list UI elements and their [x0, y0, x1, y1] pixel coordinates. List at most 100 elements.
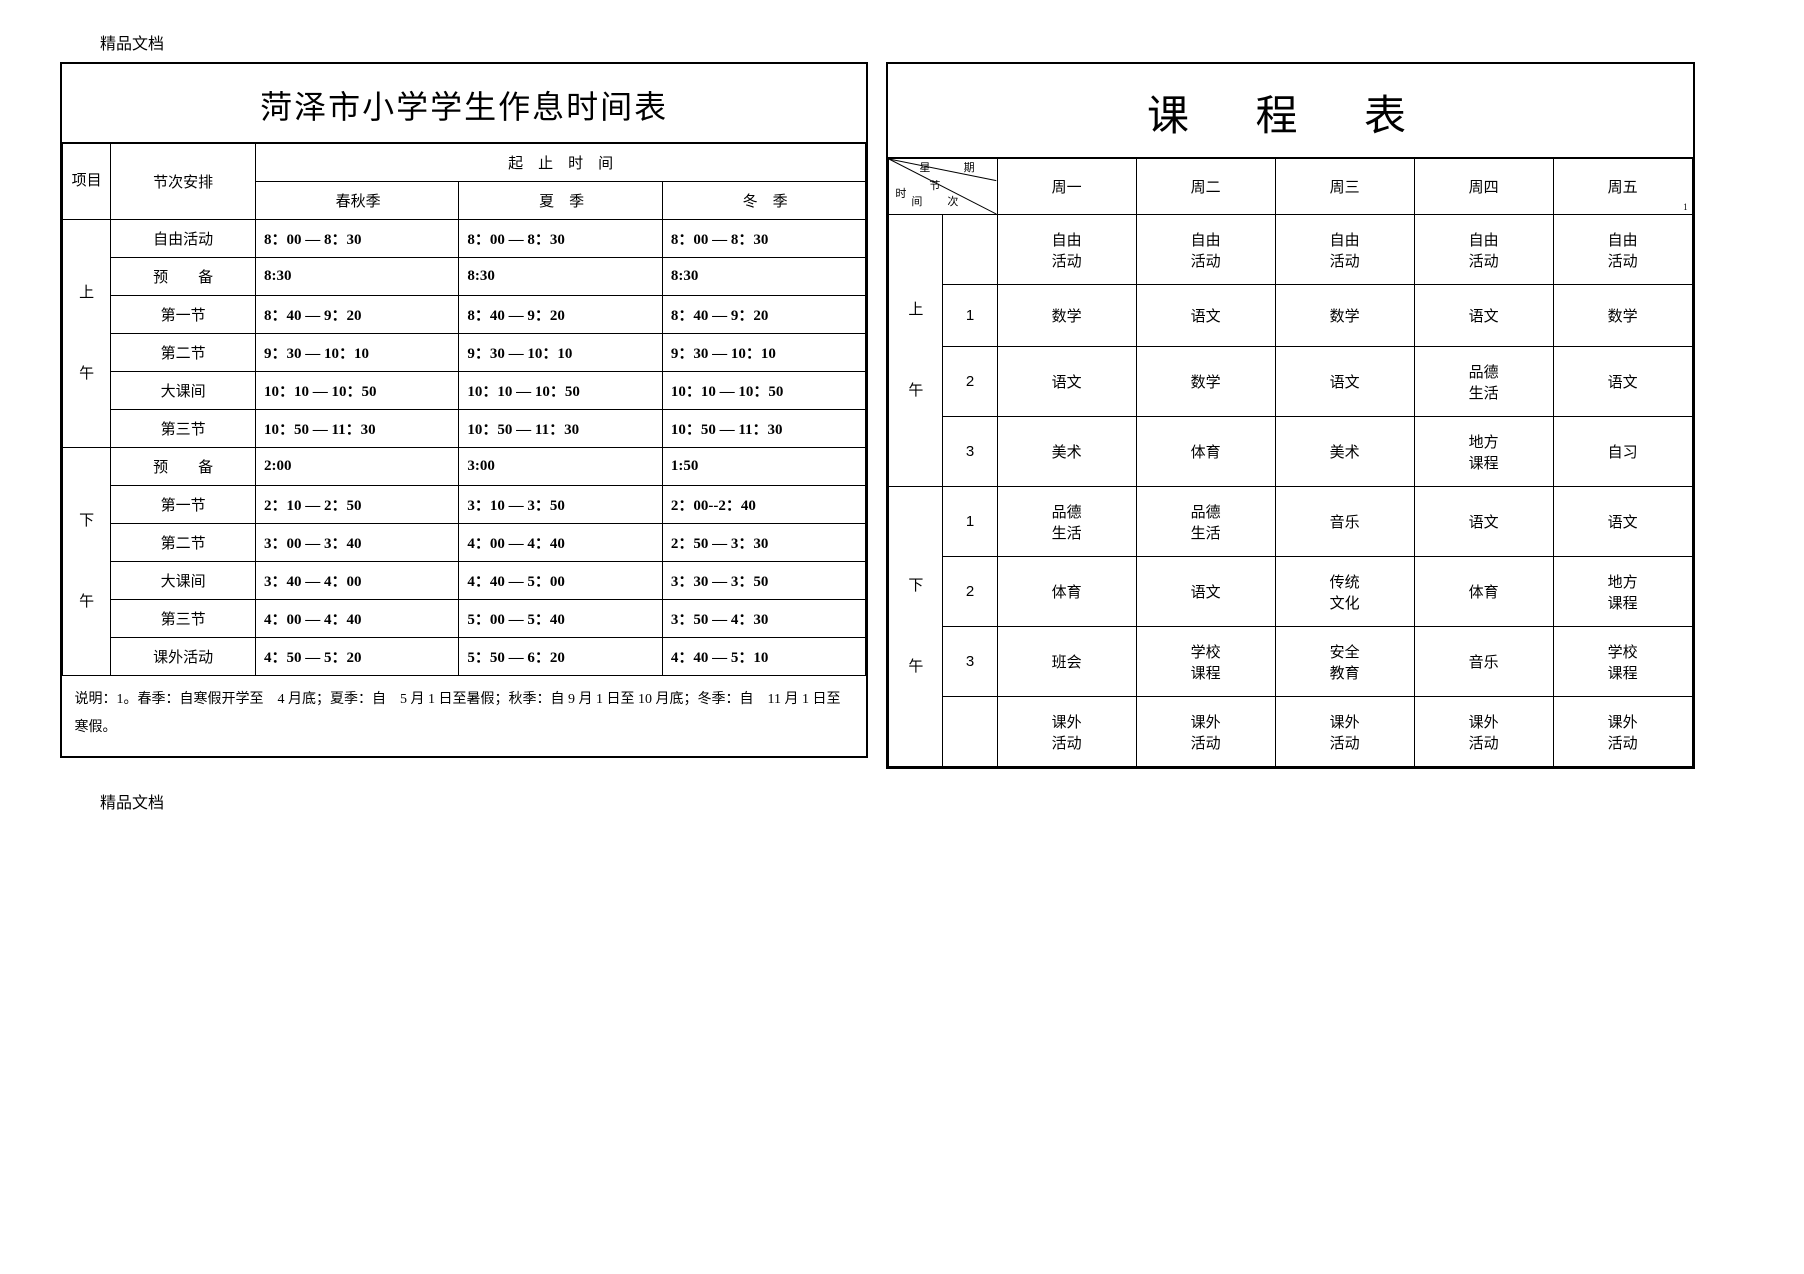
subject-cell: 数学	[1136, 347, 1275, 417]
period-label: 第二节	[111, 524, 256, 562]
period-label: 第三节	[111, 410, 256, 448]
header-season-2: 冬 季	[662, 182, 865, 220]
header-item: 项目	[63, 144, 111, 220]
period-label: 预 备	[111, 448, 256, 486]
subject-cell: 语文	[1553, 487, 1692, 557]
time-cell: 3:00	[459, 448, 662, 486]
time-cell: 4：00 — 4：40	[459, 524, 662, 562]
subject-cell: 音乐	[1414, 627, 1553, 697]
tiny-one: 1	[1683, 202, 1688, 212]
subject-cell: 体育	[1414, 557, 1553, 627]
subject-cell: 自由活动	[1414, 215, 1553, 285]
period-number: 1	[943, 487, 997, 557]
period-number: 2	[943, 557, 997, 627]
time-cell: 3：40 — 4：00	[255, 562, 458, 600]
time-cell: 8：40 — 9：20	[255, 296, 458, 334]
subject-cell: 班会	[997, 627, 1136, 697]
schedule-title-bar: 菏泽市小学学生作息时间表	[62, 64, 866, 143]
subject-cell: 学校课程	[1553, 627, 1692, 697]
subject-cell: 课外活动	[1553, 697, 1692, 767]
schedule-table: 项目 节次安排 起 止 时 间 春秋季 夏 季 冬 季 上午自由活动8：00 —…	[62, 143, 866, 756]
table-row: 3班会学校课程安全教育音乐学校课程	[889, 627, 1692, 697]
period-label: 第三节	[111, 600, 256, 638]
time-cell: 10：10 — 10：50	[662, 372, 865, 410]
subject-cell: 自由活动	[997, 215, 1136, 285]
subject-cell: 语文	[997, 347, 1136, 417]
table-row: 课外活动4：50 — 5：205：50 — 6：204：40 — 5：10	[63, 638, 866, 676]
table-row: 下午1品德生活品德生活音乐语文语文	[889, 487, 1692, 557]
table-row: 上午自由活动8：00 — 8：308：00 — 8：308：00 — 8：30	[63, 220, 866, 258]
doc-label-bottom: 精品文档	[100, 789, 1744, 813]
time-cell: 10：50 — 11：30	[255, 410, 458, 448]
day-2: 周三	[1275, 159, 1414, 215]
time-cell: 9：30 — 10：10	[255, 334, 458, 372]
period-label: 预 备	[111, 258, 256, 296]
time-cell: 8:30	[459, 258, 662, 296]
period-label: 大课间	[111, 372, 256, 410]
time-cell: 3：10 — 3：50	[459, 486, 662, 524]
header-season-0: 春秋季	[255, 182, 458, 220]
table-row: 第二节3：00 — 3：404：00 — 4：402：50 — 3：30	[63, 524, 866, 562]
header-season-1: 夏 季	[459, 182, 662, 220]
period-label: 第一节	[111, 486, 256, 524]
table-row: 预 备8:308:308:30	[63, 258, 866, 296]
subject-cell: 数学	[1275, 285, 1414, 347]
header-arrangement: 节次安排	[111, 144, 256, 220]
timetable-title: 课 程 表	[888, 82, 1692, 143]
subject-cell: 传统文化	[1275, 557, 1414, 627]
subject-cell: 美术	[997, 417, 1136, 487]
diag-week-2: 期	[964, 163, 975, 174]
subject-cell: 品德生活	[1414, 347, 1553, 417]
subject-cell: 美术	[1275, 417, 1414, 487]
subject-cell: 语文	[1414, 285, 1553, 347]
diag-period-2: 次	[947, 197, 958, 208]
table-row: 第一节2：10 — 2：503：10 — 3：502：00--2：40	[63, 486, 866, 524]
subject-cell: 语文	[1136, 557, 1275, 627]
subject-cell: 音乐	[1275, 487, 1414, 557]
time-cell: 2：10 — 2：50	[255, 486, 458, 524]
subject-cell: 语文	[1136, 285, 1275, 347]
header-timespan: 起 止 时 间	[255, 144, 865, 182]
time-cell: 8：40 — 9：20	[662, 296, 865, 334]
period-label: 课外活动	[111, 638, 256, 676]
period-number: 3	[943, 417, 997, 487]
subject-cell: 学校课程	[1136, 627, 1275, 697]
table-row: 第三节10：50 — 11：3010：50 — 11：3010：50 — 11：…	[63, 410, 866, 448]
period-label: 自由活动	[111, 220, 256, 258]
diagonal-header: 星 期 节 次 时 间	[889, 159, 997, 215]
time-cell: 5：00 — 5：40	[459, 600, 662, 638]
day-0: 周一	[997, 159, 1136, 215]
time-cell: 5：50 — 6：20	[459, 638, 662, 676]
subject-cell: 安全教育	[1275, 627, 1414, 697]
timetable-header-row: 星 期 节 次 时 间 周一 周二 周三 周四 周五 1	[889, 159, 1692, 215]
subject-cell: 体育	[1136, 417, 1275, 487]
time-cell: 3：50 — 4：30	[662, 600, 865, 638]
subject-cell: 品德生活	[997, 487, 1136, 557]
time-cell: 4：00 — 4：40	[255, 600, 458, 638]
time-cell: 3：00 — 3：40	[255, 524, 458, 562]
time-cell: 2:00	[255, 448, 458, 486]
day-3: 周四	[1414, 159, 1553, 215]
table-row: 下午预 备2:003:001:50	[63, 448, 866, 486]
timetable-panel: 课 程 表 星 期 节 次 时 间 周一 周二 周三	[886, 62, 1694, 769]
time-cell: 9：30 — 10：10	[459, 334, 662, 372]
subject-cell: 语文	[1275, 347, 1414, 417]
day-1: 周二	[1136, 159, 1275, 215]
subject-cell: 地方课程	[1553, 557, 1692, 627]
subject-cell: 品德生活	[1136, 487, 1275, 557]
day-4-label: 周五	[1608, 180, 1638, 196]
time-cell: 4：40 — 5：10	[662, 638, 865, 676]
subject-cell: 课外活动	[997, 697, 1136, 767]
table-row: 大课间3：40 — 4：004：40 — 5：003：30 — 3：50	[63, 562, 866, 600]
subject-cell: 数学	[997, 285, 1136, 347]
time-cell: 3：30 — 3：50	[662, 562, 865, 600]
subject-cell: 语文	[1553, 347, 1692, 417]
subject-cell: 体育	[997, 557, 1136, 627]
subject-cell: 自由活动	[1136, 215, 1275, 285]
subject-cell: 地方课程	[1414, 417, 1553, 487]
session-label: 下午	[889, 487, 943, 767]
time-cell: 10：10 — 10：50	[255, 372, 458, 410]
diag-period-1: 节	[929, 181, 940, 192]
subject-cell: 课外活动	[1414, 697, 1553, 767]
table-row: 2体育语文传统文化体育地方课程	[889, 557, 1692, 627]
